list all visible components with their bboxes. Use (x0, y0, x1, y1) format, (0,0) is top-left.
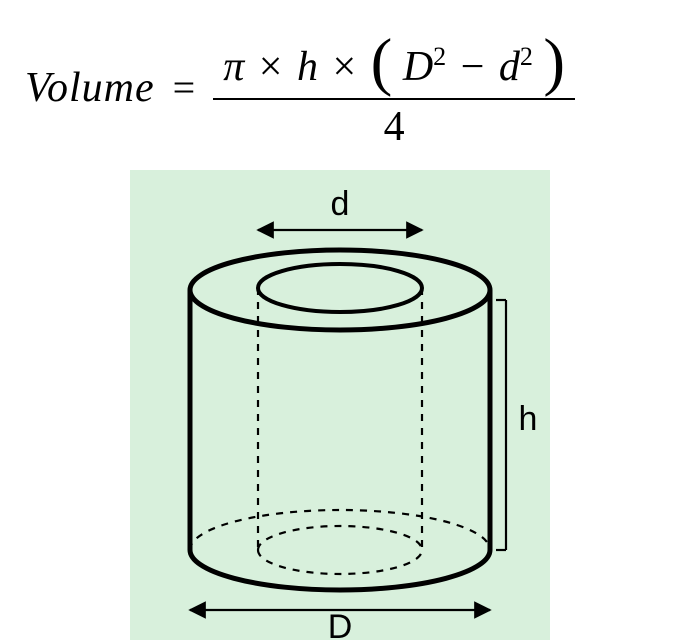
label-h: h (519, 400, 538, 438)
formula-equals: = (173, 64, 196, 111)
var-D: D (403, 44, 433, 90)
exp-d: 2 (520, 42, 533, 71)
formula-numerator: π × h × ( D2 − d2 ) (213, 25, 575, 94)
label-D: D (328, 608, 353, 640)
lparen: ( (371, 26, 393, 98)
fraction-bar (213, 98, 575, 100)
var-h: h (297, 44, 318, 90)
pi-symbol: π (223, 44, 244, 90)
formula-fraction: π × h × ( D2 − d2 ) 4 (213, 25, 575, 150)
rparen: ) (543, 26, 565, 98)
var-d: d (499, 44, 520, 90)
times-1: × (259, 44, 283, 90)
diagram-svg: d D h (130, 170, 550, 640)
label-d: d (331, 185, 350, 223)
exp-D: 2 (433, 42, 446, 71)
times-2: × (332, 44, 356, 90)
formula-denominator: 4 (374, 104, 415, 150)
hollow-cylinder-diagram: d D h (130, 170, 550, 640)
minus: − (461, 44, 485, 90)
formula-lhs: Volume (25, 64, 155, 112)
volume-formula: Volume = π × h × ( D2 − d2 ) 4 (25, 25, 575, 150)
diagram-bg (130, 170, 550, 640)
